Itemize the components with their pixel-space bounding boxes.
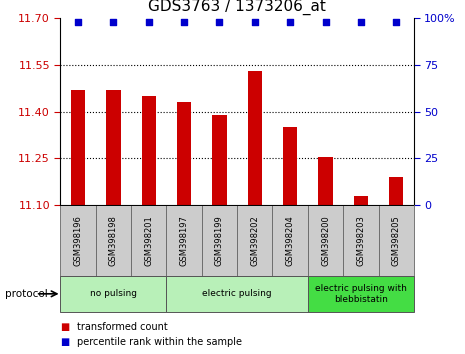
Bar: [308, 205, 343, 276]
Text: GSM398197: GSM398197: [179, 215, 189, 266]
Point: [74, 19, 82, 25]
Bar: [166, 205, 202, 276]
Text: GSM398198: GSM398198: [109, 215, 118, 266]
Bar: [389, 177, 403, 205]
Point: [145, 19, 153, 25]
Bar: [177, 102, 191, 205]
Text: electric pulsing: electric pulsing: [202, 289, 272, 298]
Point: [286, 19, 294, 25]
Point: [322, 19, 329, 25]
Bar: [308, 276, 414, 312]
Bar: [343, 205, 379, 276]
Text: ■: ■: [60, 322, 70, 332]
Text: GSM398199: GSM398199: [215, 215, 224, 266]
Text: GSM398204: GSM398204: [286, 215, 295, 266]
Bar: [60, 276, 166, 312]
Bar: [213, 115, 226, 205]
Text: electric pulsing with
blebbistatin: electric pulsing with blebbistatin: [315, 284, 407, 303]
Bar: [248, 71, 262, 205]
Bar: [272, 205, 308, 276]
Text: protocol: protocol: [5, 289, 47, 299]
Bar: [166, 276, 308, 312]
Text: transformed count: transformed count: [77, 322, 167, 332]
Bar: [237, 205, 272, 276]
Point: [357, 19, 365, 25]
Bar: [319, 157, 332, 205]
Text: GSM398196: GSM398196: [73, 215, 83, 266]
Bar: [202, 205, 237, 276]
Text: percentile rank within the sample: percentile rank within the sample: [77, 337, 242, 347]
Title: GDS3763 / 1373206_at: GDS3763 / 1373206_at: [148, 0, 326, 15]
Text: no pulsing: no pulsing: [90, 289, 137, 298]
Text: GSM398201: GSM398201: [144, 215, 153, 266]
Point: [216, 19, 223, 25]
Bar: [106, 90, 120, 205]
Bar: [142, 96, 156, 205]
Bar: [379, 205, 414, 276]
Text: GSM398202: GSM398202: [250, 215, 259, 266]
Text: GSM398203: GSM398203: [356, 215, 365, 266]
Bar: [60, 205, 96, 276]
Point: [110, 19, 117, 25]
Point: [392, 19, 400, 25]
Bar: [283, 127, 297, 205]
Point: [180, 19, 188, 25]
Text: GSM398200: GSM398200: [321, 215, 330, 266]
Text: GSM398205: GSM398205: [392, 215, 401, 266]
Bar: [96, 205, 131, 276]
Text: ■: ■: [60, 337, 70, 347]
Bar: [354, 196, 368, 205]
Bar: [71, 90, 85, 205]
Bar: [131, 205, 166, 276]
Point: [251, 19, 259, 25]
